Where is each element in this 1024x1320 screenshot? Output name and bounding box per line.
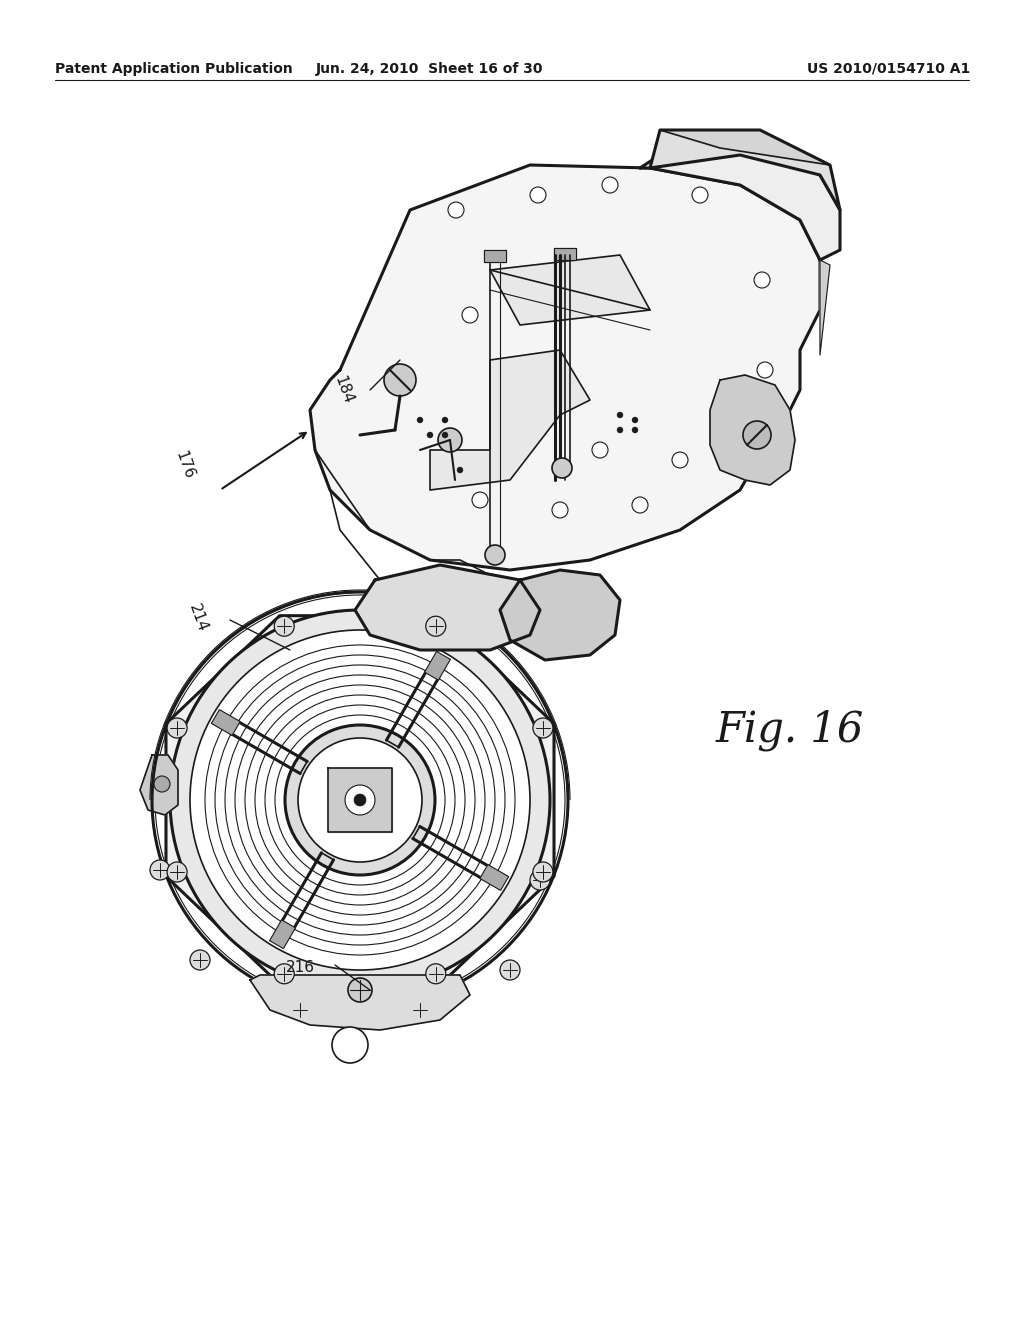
Circle shape xyxy=(757,362,773,378)
Polygon shape xyxy=(140,755,178,814)
Circle shape xyxy=(485,545,505,565)
Circle shape xyxy=(592,442,608,458)
Circle shape xyxy=(617,412,623,418)
Circle shape xyxy=(754,272,770,288)
Text: US 2010/0154710 A1: US 2010/0154710 A1 xyxy=(807,62,970,77)
Circle shape xyxy=(154,776,170,792)
Circle shape xyxy=(354,795,366,807)
Text: 184: 184 xyxy=(331,374,355,407)
Bar xyxy=(480,865,509,891)
Circle shape xyxy=(345,785,375,814)
Circle shape xyxy=(632,417,638,422)
Circle shape xyxy=(384,364,416,396)
Circle shape xyxy=(274,616,294,636)
Circle shape xyxy=(285,725,435,875)
Polygon shape xyxy=(328,768,392,832)
Circle shape xyxy=(410,1001,430,1020)
Text: 216: 216 xyxy=(286,960,314,974)
Circle shape xyxy=(332,1027,368,1063)
Circle shape xyxy=(426,616,445,636)
Circle shape xyxy=(602,177,618,193)
Circle shape xyxy=(500,960,520,979)
Circle shape xyxy=(552,458,572,478)
Polygon shape xyxy=(820,260,830,355)
Circle shape xyxy=(532,718,553,738)
Circle shape xyxy=(190,630,530,970)
Text: 176: 176 xyxy=(173,449,197,482)
Polygon shape xyxy=(554,248,575,260)
Circle shape xyxy=(417,417,423,422)
Polygon shape xyxy=(500,570,620,660)
Polygon shape xyxy=(490,255,650,325)
Circle shape xyxy=(530,187,546,203)
Text: Jun. 24, 2010  Sheet 16 of 30: Jun. 24, 2010 Sheet 16 of 30 xyxy=(316,62,544,77)
Circle shape xyxy=(692,187,708,203)
Circle shape xyxy=(298,738,422,862)
Polygon shape xyxy=(355,565,540,649)
Circle shape xyxy=(426,964,445,983)
Circle shape xyxy=(167,718,187,738)
Polygon shape xyxy=(660,129,830,165)
Circle shape xyxy=(449,202,464,218)
Circle shape xyxy=(190,950,210,970)
Circle shape xyxy=(743,421,771,449)
Polygon shape xyxy=(250,975,470,1030)
Circle shape xyxy=(632,498,648,513)
Bar xyxy=(425,651,451,680)
Circle shape xyxy=(617,426,623,433)
Circle shape xyxy=(530,870,550,890)
Bar xyxy=(211,710,241,735)
Circle shape xyxy=(290,1001,310,1020)
Text: Patent Application Publication: Patent Application Publication xyxy=(55,62,293,77)
Circle shape xyxy=(442,417,449,422)
Circle shape xyxy=(472,492,488,508)
Circle shape xyxy=(672,451,688,469)
Circle shape xyxy=(427,432,433,438)
Circle shape xyxy=(442,432,449,438)
Polygon shape xyxy=(166,615,554,985)
Circle shape xyxy=(150,861,170,880)
Circle shape xyxy=(552,502,568,517)
Circle shape xyxy=(170,610,550,990)
Text: Fig. 16: Fig. 16 xyxy=(716,709,864,751)
Text: 214: 214 xyxy=(186,602,210,634)
Circle shape xyxy=(532,862,553,882)
Polygon shape xyxy=(650,129,840,210)
Bar xyxy=(269,920,296,949)
Circle shape xyxy=(274,964,294,983)
Polygon shape xyxy=(640,148,840,260)
Circle shape xyxy=(438,428,462,451)
Circle shape xyxy=(632,426,638,433)
Polygon shape xyxy=(310,165,820,570)
Circle shape xyxy=(348,978,372,1002)
Circle shape xyxy=(167,862,187,882)
Polygon shape xyxy=(430,350,590,490)
Polygon shape xyxy=(484,249,506,261)
Circle shape xyxy=(462,308,478,323)
Polygon shape xyxy=(710,375,795,484)
Circle shape xyxy=(457,467,463,473)
